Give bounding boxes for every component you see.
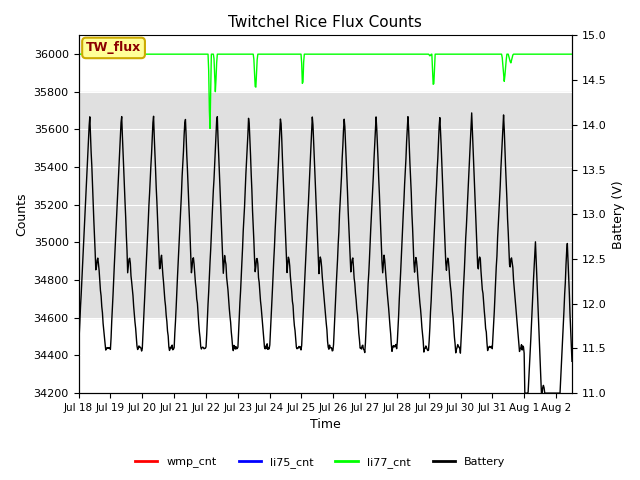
- X-axis label: Time: Time: [310, 419, 340, 432]
- Bar: [79, 92, 572, 318]
- Legend: wmp_cnt, li75_cnt, li77_cnt, Battery: wmp_cnt, li75_cnt, li77_cnt, Battery: [131, 452, 509, 472]
- Text: TW_flux: TW_flux: [86, 41, 141, 54]
- Y-axis label: Battery (V): Battery (V): [612, 180, 625, 249]
- Title: Twitchel Rice Flux Counts: Twitchel Rice Flux Counts: [228, 15, 422, 30]
- Y-axis label: Counts: Counts: [15, 192, 28, 236]
